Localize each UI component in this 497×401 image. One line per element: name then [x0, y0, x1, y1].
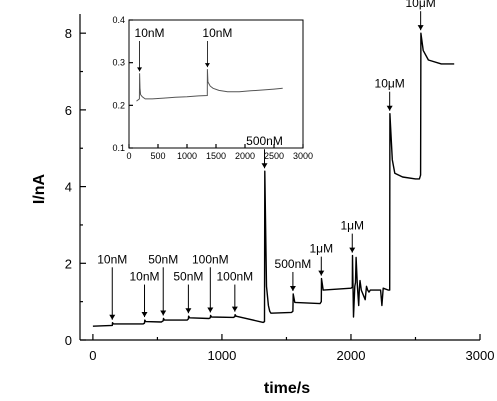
inset-concentration-annotation: 10nM: [202, 26, 232, 40]
inset-x-tick-label: 1500: [206, 151, 226, 161]
inset-annotation-arrowhead: [137, 67, 143, 72]
inset-y-tick-label: 0.2: [112, 100, 125, 110]
annotation-arrowhead: [318, 270, 325, 276]
concentration-annotation: 10nM: [97, 252, 127, 266]
inset-y-tick-label: 0.1: [112, 143, 125, 153]
y-tick-label: 0: [65, 333, 72, 348]
concentration-annotation: 1μM: [309, 242, 333, 256]
concentration-annotation: 1μM: [340, 219, 364, 233]
inset-x-tick-label: 500: [150, 151, 165, 161]
concentration-annotation: 500nM: [275, 257, 312, 271]
annotation-arrowhead: [141, 312, 148, 318]
inset-x-tick-label: 3000: [293, 151, 313, 161]
concentration-annotation: 500nM: [246, 134, 283, 148]
inset-y-tick-label: 0.3: [112, 58, 125, 68]
annotation-arrowhead: [185, 308, 192, 314]
inset-annotation-arrowhead: [204, 63, 210, 68]
concentration-annotation: 100nM: [216, 270, 253, 284]
annotation-arrowhead: [109, 314, 116, 320]
main-plot-area: 0 1000 2000 30000246810nM10nM50nM50nM100nM1…: [65, 0, 495, 363]
x-axis-title: time/s: [264, 380, 310, 397]
x-tick-label: 0: [89, 348, 96, 363]
current-trace: [92, 32, 455, 327]
inset-x-tick-label: 2000: [235, 151, 255, 161]
x-tick-label: 1000: [207, 348, 236, 363]
concentration-annotation: 100nM: [192, 252, 229, 266]
concentration-annotation: 50nM: [173, 270, 203, 284]
inset-y-tick-label: 0.4: [112, 15, 125, 25]
annotation-arrowhead: [160, 310, 167, 316]
annotation-arrowhead: [231, 306, 238, 312]
annotation-arrowhead: [261, 163, 268, 169]
concentration-annotation: 50nM: [148, 252, 178, 266]
y-tick-label: 2: [65, 256, 72, 271]
inset-concentration-annotation: 10nM: [135, 26, 165, 40]
annotation-arrowhead: [349, 247, 356, 253]
annotation-arrowhead: [386, 105, 393, 111]
concentration-annotation: 10μM: [406, 0, 436, 10]
x-tick-label: 2000: [337, 348, 366, 363]
inset-plot-area: 0 500 1000 1500 2000 2500 3000 0.1 0.2 0.3 0.4 10nM…: [112, 15, 313, 161]
y-tick-label: 8: [65, 26, 72, 41]
y-tick-label: 6: [65, 103, 72, 118]
concentration-annotation: 10μM: [375, 77, 405, 91]
inset-x-tick-label: 0: [126, 151, 131, 161]
inset-x-tick-label: 1000: [177, 151, 197, 161]
y-tick-label: 4: [65, 180, 72, 195]
concentration-annotation: 10nM: [130, 270, 160, 284]
inset-x-tick-label: 2500: [264, 151, 284, 161]
annotation-arrowhead: [417, 25, 424, 31]
annotation-arrowhead: [207, 307, 214, 313]
x-tick-label: 3000: [466, 348, 495, 363]
y-axis-title: I/nA: [31, 173, 48, 204]
inset-current-trace: [136, 69, 283, 102]
annotation-arrowhead: [289, 285, 296, 291]
